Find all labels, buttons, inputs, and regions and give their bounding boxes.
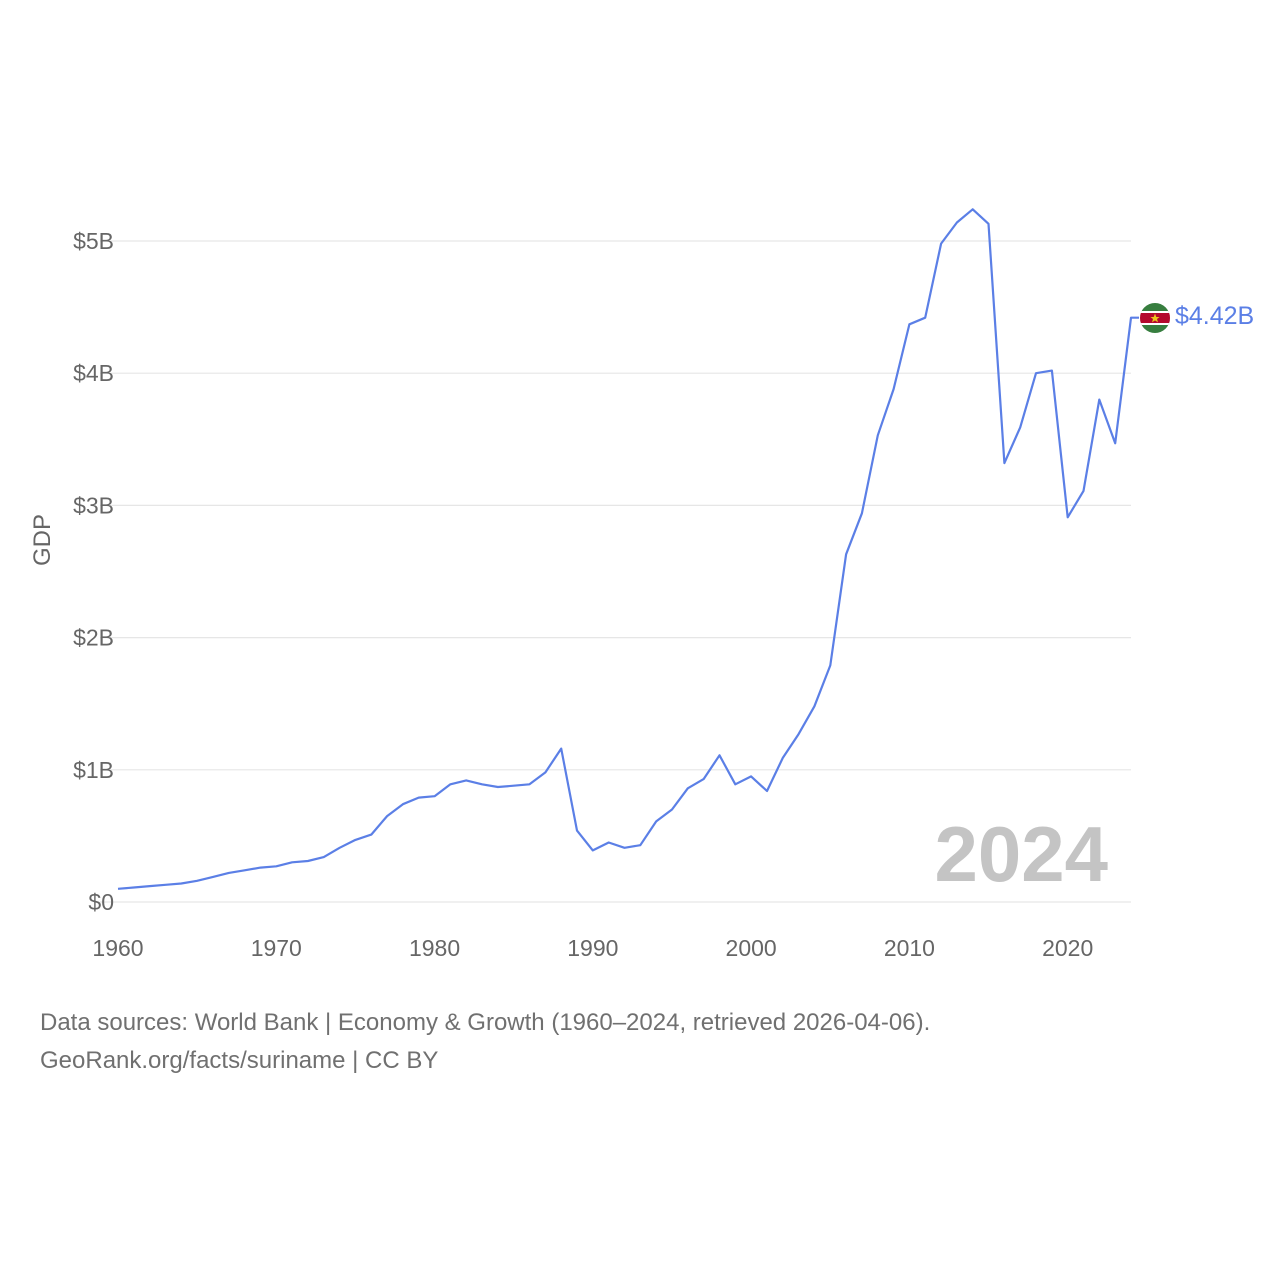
y-axis-label: GDP xyxy=(29,514,56,566)
year-watermark: 2024 xyxy=(934,810,1108,898)
attribution-line: GeoRank.org/facts/suriname | CC BY xyxy=(40,1047,439,1074)
x-tick-label: 2010 xyxy=(884,935,935,961)
x-tick-label: 1990 xyxy=(567,935,618,961)
y-tick-label: $5B xyxy=(73,228,114,254)
x-tick-label: 2020 xyxy=(1042,935,1093,961)
x-tick-label: 1960 xyxy=(92,935,143,961)
y-tick-label: $2B xyxy=(73,625,114,651)
gdp-series-line xyxy=(117,208,1139,890)
y-tick-label: $0 xyxy=(88,889,114,915)
latest-value-label: $4.42B xyxy=(1175,302,1254,330)
y-tick-label: $4B xyxy=(73,360,114,386)
y-tick-label: $3B xyxy=(73,492,114,518)
x-axis-ticks: 1960 1970 1980 1990 2000 2010 2020 xyxy=(92,935,1093,961)
gridlines xyxy=(100,240,1131,903)
suriname-flag-icon xyxy=(1140,303,1170,333)
x-tick-label: 2000 xyxy=(726,935,777,961)
x-tick-label: 1980 xyxy=(409,935,460,961)
y-tick-label: $1B xyxy=(73,757,114,783)
y-axis-ticks: $0 $1B $2B $3B $4B $5B xyxy=(73,228,114,915)
source-line: Data sources: World Bank | Economy & Gro… xyxy=(40,1009,931,1036)
data-source-footer: Data sources: World Bank | Economy & Gro… xyxy=(40,1004,930,1080)
x-tick-label: 1970 xyxy=(251,935,302,961)
